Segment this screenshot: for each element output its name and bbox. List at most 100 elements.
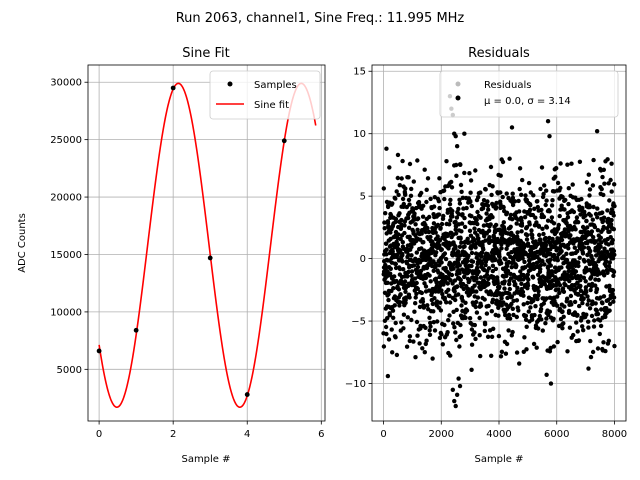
residual-point — [401, 201, 406, 207]
residual-point — [442, 196, 447, 202]
residual-point — [381, 344, 387, 349]
residual-point — [509, 301, 514, 307]
residual-point — [494, 205, 499, 210]
residual-point — [486, 266, 492, 271]
residual-point — [549, 215, 555, 220]
residual-point — [568, 233, 573, 238]
residual-point — [469, 250, 475, 256]
residual-point — [408, 193, 414, 198]
residual-point — [603, 314, 608, 320]
residual-point — [449, 185, 455, 190]
residual-point — [510, 202, 516, 208]
residual-point — [414, 291, 419, 296]
sine-fit-ytick-label: 25000 — [50, 135, 82, 146]
residual-point — [476, 236, 481, 241]
residual-point — [612, 343, 617, 349]
residual-point — [560, 309, 565, 314]
residual-point — [457, 197, 462, 202]
residual-point — [508, 271, 513, 277]
residual-point — [533, 304, 538, 309]
residual-point — [463, 315, 468, 320]
residual-point — [508, 224, 513, 229]
residual-point — [431, 268, 436, 273]
residual-point — [401, 326, 406, 331]
residuals-xtick-label: 6000 — [544, 429, 569, 440]
residual-point — [517, 209, 522, 214]
residual-point — [483, 262, 488, 268]
residual-point — [442, 251, 448, 256]
residual-point — [529, 228, 534, 233]
residual-point — [485, 334, 491, 339]
residual-point — [503, 351, 509, 356]
residual-point — [429, 290, 435, 295]
residual-point — [539, 207, 544, 213]
residual-point — [498, 190, 503, 195]
residual-point — [398, 292, 403, 297]
residual-point — [612, 182, 617, 187]
residual-point — [468, 199, 473, 204]
residual-point — [453, 297, 458, 303]
residual-point — [590, 299, 595, 304]
residual-point — [413, 295, 418, 300]
residuals-plot: Residuals 0 2000 4000 6000 8000 −10 −5 0 5 10 15 S… — [345, 46, 627, 465]
residual-point — [526, 277, 531, 282]
sine-fit-xtick-label: 2 — [170, 429, 176, 440]
residual-point — [485, 199, 490, 204]
residual-point — [430, 356, 435, 361]
residual-point — [389, 327, 394, 332]
residual-point — [472, 330, 477, 335]
residual-point — [607, 260, 612, 265]
residual-point — [507, 156, 512, 161]
residual-point — [452, 398, 457, 404]
residual-point — [440, 342, 445, 347]
residual-point — [391, 315, 396, 320]
residual-point — [565, 349, 570, 354]
residual-point — [519, 223, 525, 228]
residual-point — [559, 265, 564, 270]
residual-point — [383, 324, 389, 330]
residual-point — [458, 182, 464, 188]
residual-point — [567, 325, 573, 330]
residual-point — [576, 260, 581, 265]
residual-point — [409, 186, 414, 192]
residual-point — [384, 241, 389, 246]
residual-point — [495, 281, 500, 286]
sine-fit-ytick-label: 5000 — [57, 365, 82, 376]
residual-point — [610, 287, 616, 293]
figure-suptitle: Run 2063, channel1, Sine Freq.: 11.995 M… — [176, 11, 465, 26]
residual-point — [428, 320, 433, 326]
residual-point — [535, 199, 540, 204]
residual-point — [400, 158, 405, 164]
sample-point — [244, 392, 250, 397]
residual-point — [598, 235, 603, 240]
residual-point — [594, 129, 600, 134]
residual-point — [527, 222, 532, 227]
residual-point — [579, 241, 585, 247]
residual-point — [489, 334, 495, 339]
legend-label-stats: μ = 0.0, σ = 3.14 — [484, 96, 571, 107]
residual-point — [498, 354, 504, 359]
residual-point — [399, 320, 404, 325]
residual-point — [462, 131, 467, 136]
residual-point — [498, 202, 503, 207]
residual-point — [591, 204, 596, 210]
residual-point — [515, 285, 520, 290]
residual-point — [544, 198, 549, 203]
residual-point — [540, 328, 545, 333]
residual-point — [386, 297, 391, 303]
residual-point — [417, 341, 422, 346]
residual-point — [576, 338, 582, 343]
residual-point — [458, 333, 464, 339]
residual-point — [587, 306, 593, 311]
residual-point — [393, 261, 398, 267]
residual-point — [469, 342, 475, 347]
residual-point — [474, 217, 479, 223]
sample-point — [281, 138, 287, 144]
residual-point — [485, 203, 491, 208]
residual-point — [577, 159, 583, 164]
residual-point — [486, 228, 492, 233]
residual-point — [543, 235, 548, 241]
residual-point — [475, 221, 480, 227]
residual-point — [451, 266, 456, 271]
residual-point — [588, 354, 594, 360]
